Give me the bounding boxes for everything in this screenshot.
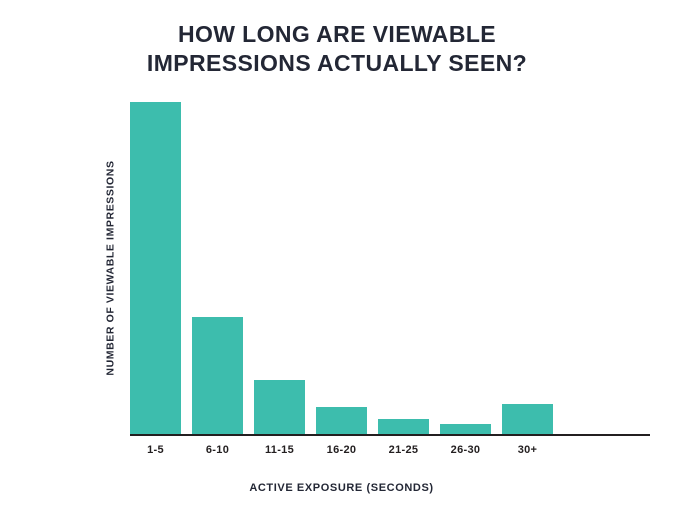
bar-26-30 — [440, 423, 491, 434]
chart-title: HOW LONG ARE VIEWABLE IMPRESSIONS ACTUAL… — [146, 21, 528, 76]
bar-chart: NUMBER OF VIEWABLE IMPRESSIONS 1-5 6-10 11… — [92, 101, 674, 494]
x-tick-label-16-20: 16-20 — [326, 443, 357, 456]
bar-11-15 — [254, 380, 305, 434]
x-tick-row: 1-5 6-10 11-15 16-20 21-25 26-30 30+ — [130, 444, 553, 456]
bar-21-25 — [378, 418, 429, 434]
bar-30+ — [502, 403, 553, 434]
x-tick-label-1-5: 1-5 — [147, 443, 164, 456]
bar-16-20 — [316, 406, 367, 434]
plot-column: 1-5 6-10 11-15 16-20 21-25 26-30 30+ ACTIVE EX… — [130, 101, 650, 494]
plot-area — [130, 101, 650, 436]
y-axis-label: NUMBER OF VIEWABLE IMPRESSIONS — [105, 159, 117, 376]
y-axis: NUMBER OF VIEWABLE IMPRESSIONS — [92, 102, 130, 434]
x-tick-label-26-30: 26-30 — [450, 443, 481, 456]
x-axis-label: ACTIVE EXPOSURE (SECONDS) — [249, 481, 434, 494]
x-tick-label-11-15: 11-15 — [264, 443, 295, 456]
x-tick-label-21-25: 21-25 — [388, 443, 419, 456]
x-tick-label-30+: 30+ — [517, 443, 538, 456]
bar-1-5 — [130, 101, 181, 434]
bar-6-10 — [192, 317, 243, 434]
x-tick-label-6-10: 6-10 — [205, 443, 230, 456]
